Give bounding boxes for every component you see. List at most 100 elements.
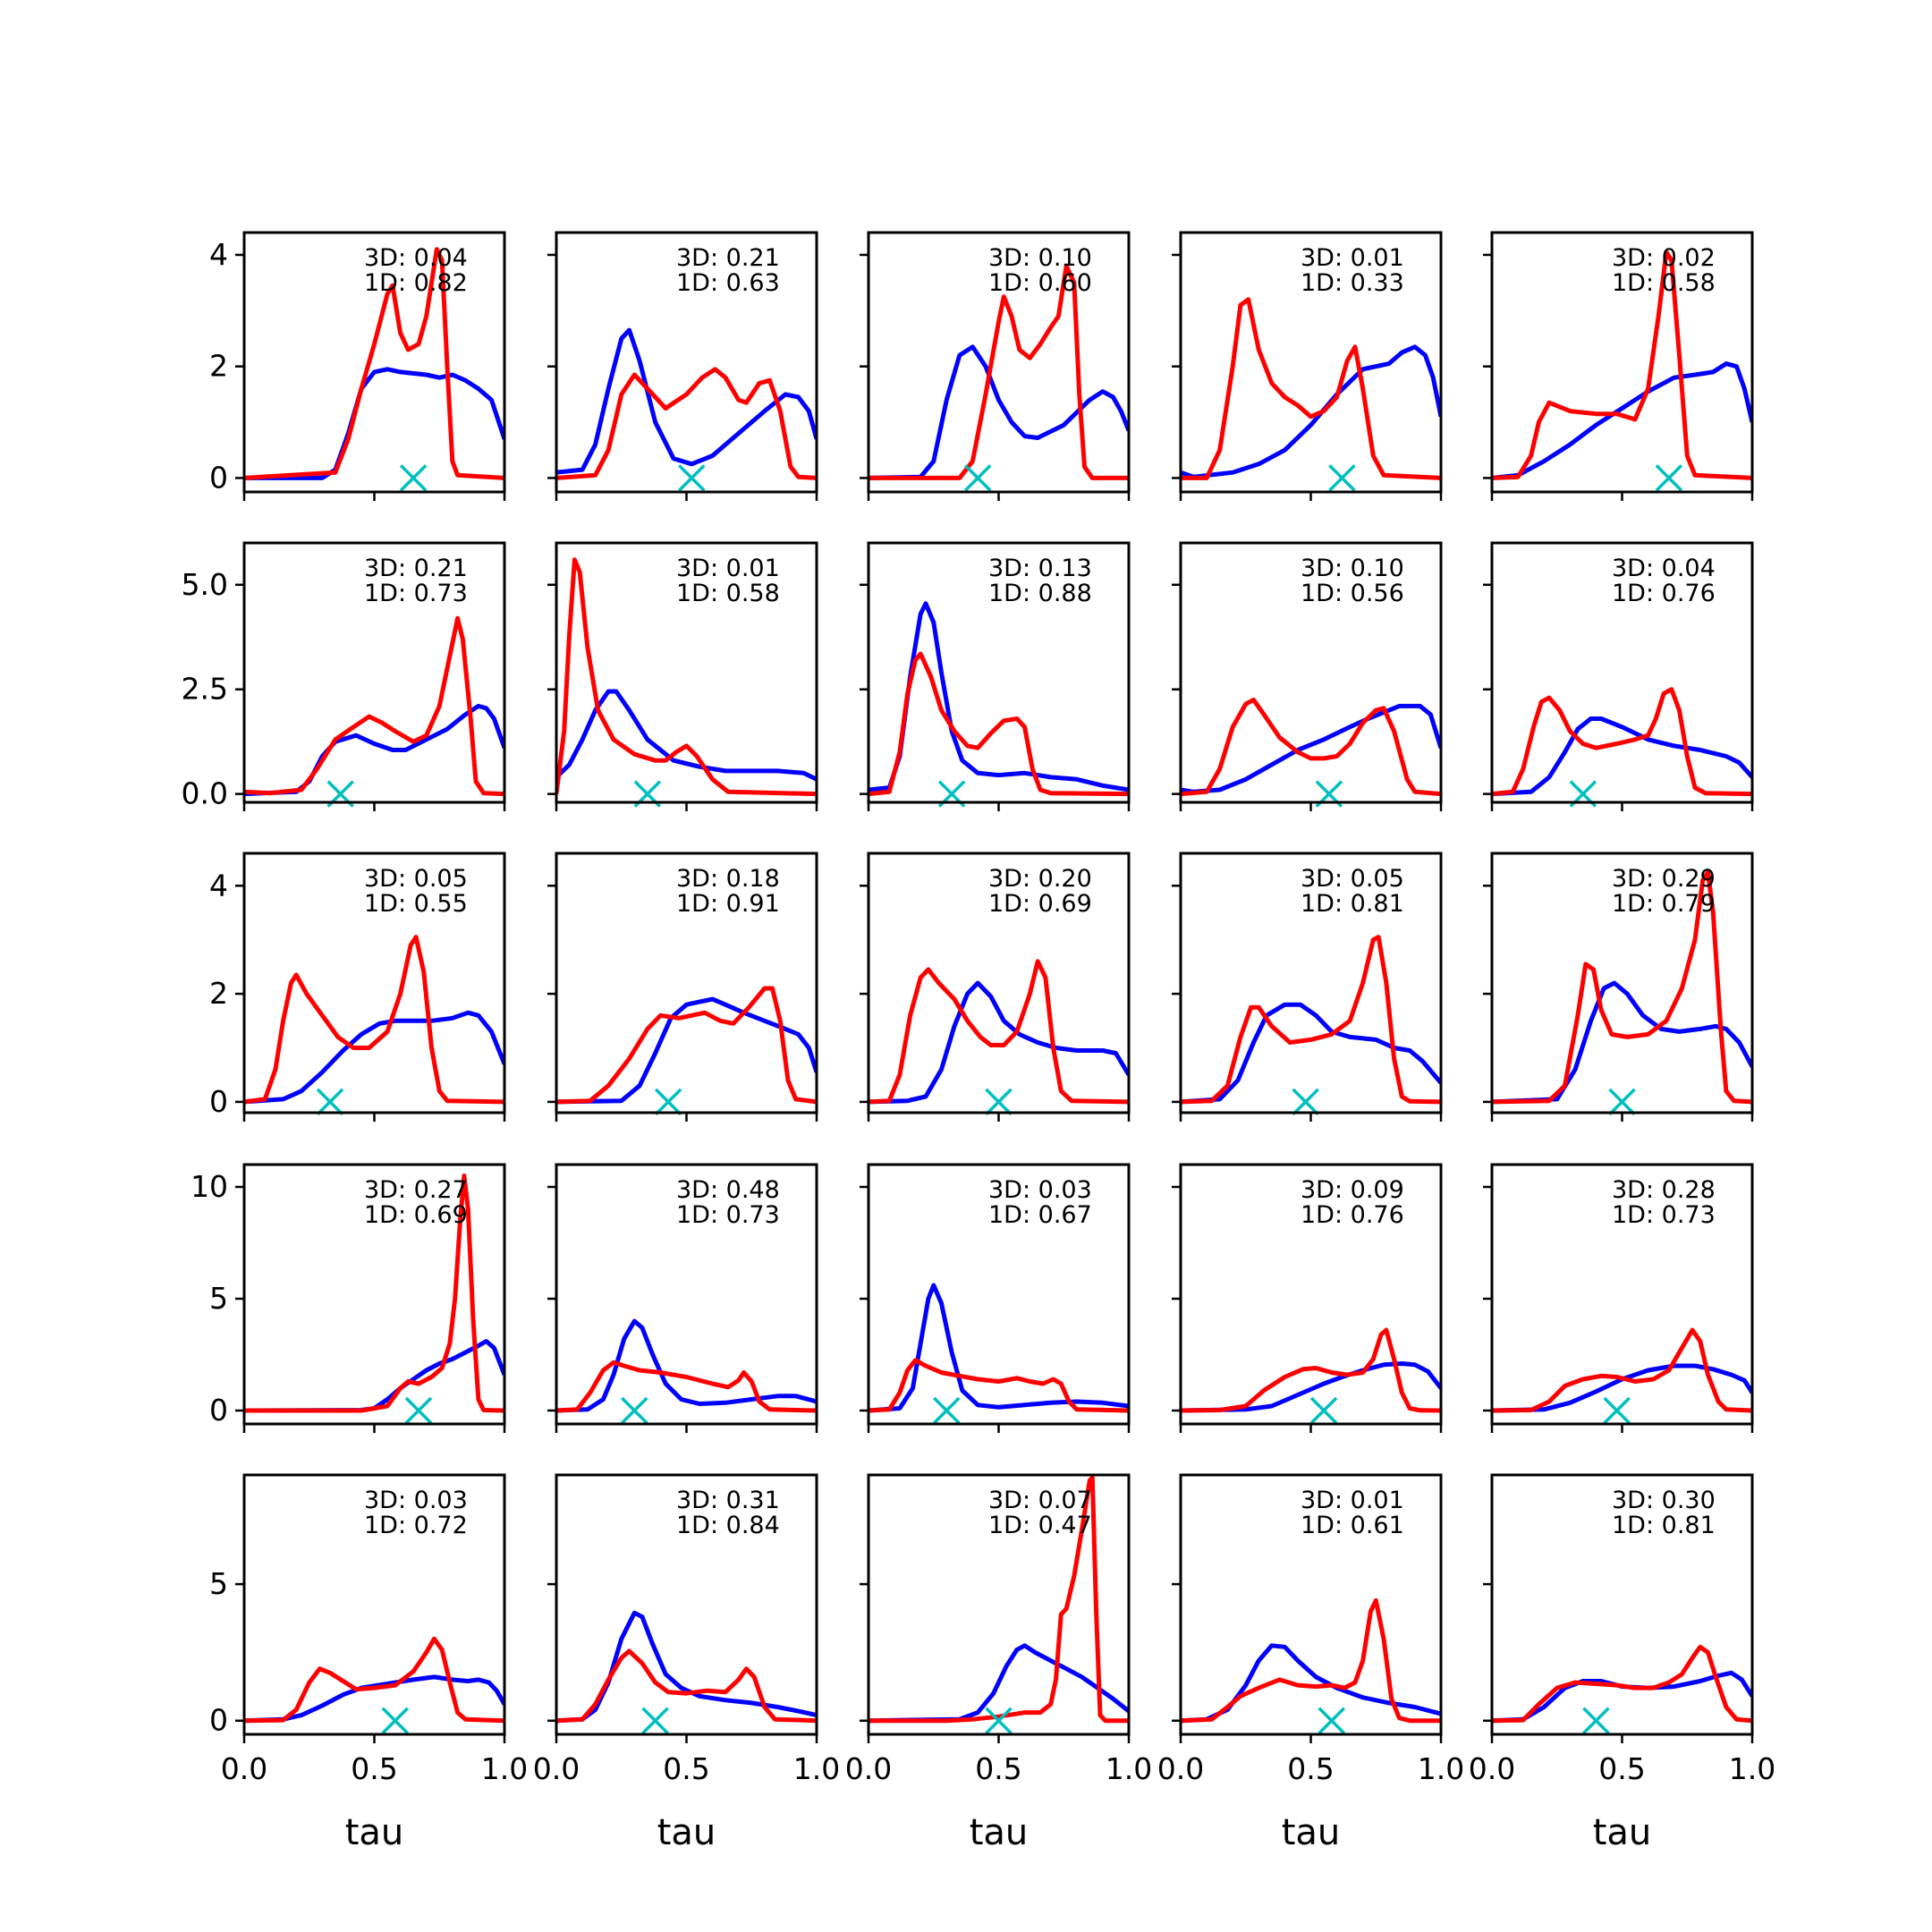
x-marker [1582, 1707, 1610, 1734]
y-tick-label: 5 [209, 1281, 228, 1316]
x-marker [985, 1088, 1013, 1116]
red-series-line [244, 247, 504, 480]
annotation-1d: 1D: 0.69 [364, 1201, 468, 1229]
annotation-1d: 1D: 0.56 [1301, 580, 1404, 607]
annotation-3d: 3D: 0.13 [988, 555, 1092, 582]
annotation-1d: 1D: 0.67 [988, 1201, 1092, 1229]
blue-series-line [244, 1674, 504, 1724]
blue-series-line [869, 1643, 1129, 1724]
annotation-3d: 3D: 0.05 [1301, 865, 1404, 893]
annotation-3d: 3D: 0.01 [1301, 244, 1404, 272]
blue-series-line [556, 689, 817, 782]
red-series-line [244, 615, 504, 797]
red-series-line [1492, 1644, 1752, 1724]
annotation-1d: 1D: 0.60 [988, 269, 1092, 297]
x-marker [933, 1396, 961, 1425]
red-series-line [1492, 250, 1752, 480]
x-marker [1655, 464, 1683, 492]
annotation-1d: 1D: 0.33 [1301, 269, 1404, 297]
annotation-3d: 3D: 0.21 [676, 244, 780, 272]
y-tick-label: 2 [209, 976, 228, 1011]
red-series-line [1181, 1327, 1441, 1413]
annotation-1d: 1D: 0.81 [1612, 1512, 1716, 1539]
x-tick-label: 0.5 [663, 1751, 709, 1786]
annotation-3d: 3D: 0.18 [676, 865, 780, 893]
x-tick-label: 1.0 [1106, 1751, 1152, 1786]
y-tick-label: 5.0 [182, 567, 228, 602]
annotation-1d: 1D: 0.76 [1301, 1201, 1404, 1229]
red-series-line [1492, 869, 1752, 1105]
red-series-line [556, 1648, 817, 1724]
annotation-3d: 3D: 0.31 [676, 1487, 780, 1514]
x-axis-label: tau [970, 1812, 1029, 1853]
red-series-line [1181, 297, 1441, 480]
red-series-line [1181, 1597, 1441, 1724]
y-tick-label: 2.5 [182, 672, 228, 707]
x-tick-label: 0.5 [1287, 1751, 1334, 1786]
x-tick-label: 0.0 [1157, 1751, 1204, 1786]
red-series-line [556, 367, 817, 480]
x-axis-label: tau [1593, 1812, 1652, 1853]
annotation-1d: 1D: 0.91 [676, 890, 780, 918]
x-axis-label: tau [1282, 1812, 1341, 1853]
blue-series-line [556, 327, 817, 475]
x-tick-label: 0.5 [351, 1751, 397, 1786]
annotation-3d: 3D: 0.10 [1301, 555, 1404, 582]
x-tick-label: 0.0 [845, 1751, 892, 1786]
x-marker [985, 1707, 1013, 1734]
red-series-line [556, 557, 817, 797]
annotation-1d: 1D: 0.73 [1612, 1201, 1716, 1229]
red-series-line [1492, 1327, 1752, 1413]
annotation-1d: 1D: 0.69 [988, 890, 1092, 918]
annotation-1d: 1D: 0.88 [988, 580, 1092, 607]
annotation-3d: 3D: 0.03 [364, 1487, 468, 1514]
annotation-1d: 1D: 0.47 [988, 1512, 1092, 1539]
x-tick-label: 0.5 [1598, 1751, 1645, 1786]
annotation-3d: 3D: 0.07 [988, 1487, 1092, 1514]
blue-series-line [1181, 344, 1441, 479]
x-tick-label: 0.5 [975, 1751, 1021, 1786]
annotation-1d: 1D: 0.73 [364, 580, 468, 607]
annotation-3d: 3D: 0.02 [1612, 244, 1716, 272]
red-series-line [869, 651, 1129, 797]
red-series-line [869, 263, 1129, 480]
red-series-line [1181, 697, 1441, 797]
x-tick-label: 0.0 [533, 1751, 580, 1786]
x-marker [678, 464, 706, 492]
x-marker [641, 1707, 669, 1734]
annotation-3d: 3D: 0.04 [364, 244, 468, 272]
x-tick-label: 1.0 [1418, 1751, 1464, 1786]
x-tick-label: 0.0 [1469, 1751, 1515, 1786]
blue-series-line [869, 344, 1129, 480]
x-marker [1318, 1707, 1346, 1734]
annotation-1d: 1D: 0.55 [364, 890, 468, 918]
annotation-1d: 1D: 0.73 [676, 1201, 780, 1229]
annotation-3d: 3D: 0.04 [1612, 555, 1716, 582]
x-marker [316, 1088, 344, 1116]
y-tick-label: 0 [209, 1703, 228, 1738]
y-tick-label: 0 [209, 1084, 228, 1119]
y-tick-label: 4 [209, 868, 228, 902]
annotation-3d: 3D: 0.27 [364, 1176, 468, 1204]
blue-series-line [556, 1318, 817, 1413]
blue-series-line [244, 1010, 504, 1105]
annotation-3d: 3D: 0.21 [364, 555, 468, 582]
